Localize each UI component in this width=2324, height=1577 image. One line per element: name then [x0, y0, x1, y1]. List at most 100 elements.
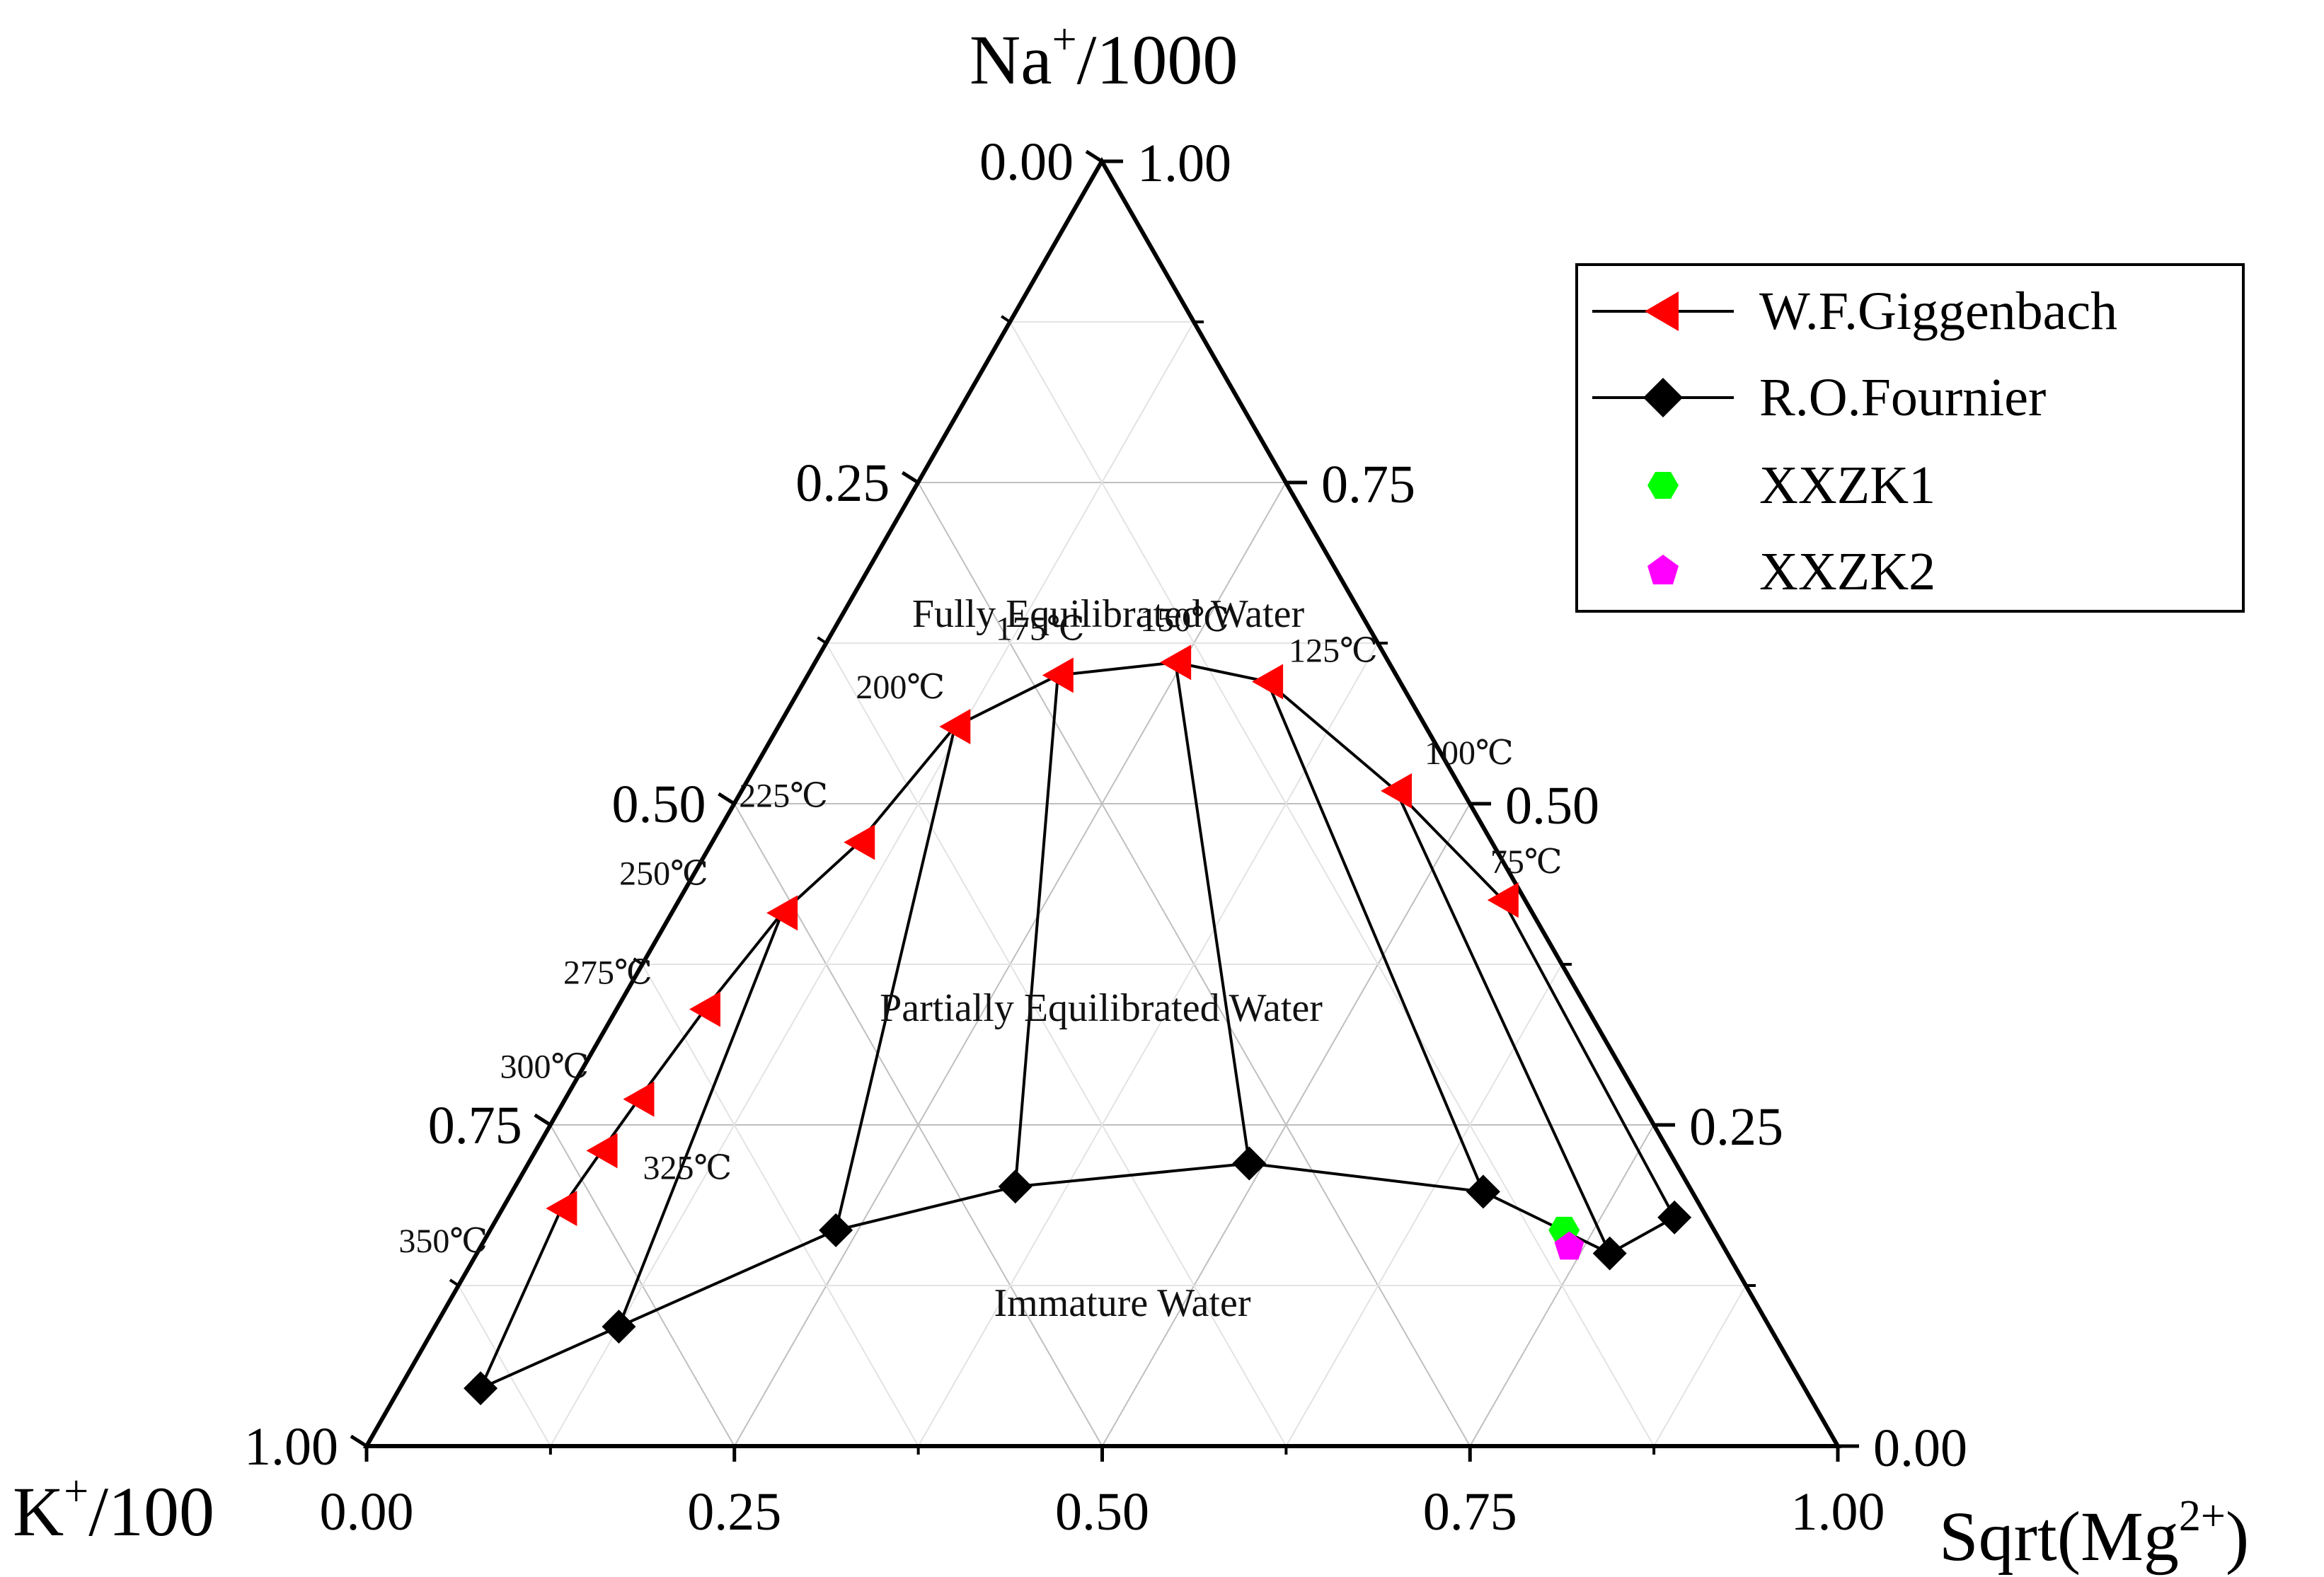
left-tick-4: [350, 1434, 368, 1448]
connector-line-5: [834, 726, 957, 1231]
bottom-tick-label-3: 0.75: [1423, 1482, 1517, 1542]
temp-label-5: 200℃: [856, 669, 945, 706]
giggenbach-marker-7: [766, 895, 798, 931]
bottom-tick-label-0: 0.00: [320, 1482, 414, 1542]
giggenbach-marker-11: [546, 1191, 577, 1227]
connector-line-2: [1266, 681, 1485, 1193]
legend-label-xxzk1: XXZK1: [1759, 456, 1935, 515]
left-tick-label-4: 1.00: [244, 1417, 338, 1477]
bottom-tick-label-4: 1.00: [1791, 1482, 1885, 1542]
connector-line-3: [1174, 662, 1251, 1164]
bottom-tick-label-1: 0.25: [687, 1482, 781, 1542]
region-immature: Immature Water: [994, 1281, 1251, 1325]
minor-grid-k-0: [1009, 321, 1655, 1447]
legend-marker-xxzk2: [1647, 555, 1679, 584]
temp-label-3: 150℃: [1140, 601, 1229, 639]
legend-marker-xxzk1: [1647, 472, 1679, 499]
legend-box: [1575, 263, 2245, 613]
connector-line-6: [617, 912, 783, 1327]
connector-line-1: [1395, 790, 1611, 1254]
right-tick-label-2: 0.50: [1505, 776, 1599, 836]
legend-label-fournier: R.O.Fournier: [1759, 368, 2046, 427]
temp-label-8: 275℃: [563, 954, 652, 992]
fournier-marker-6: [602, 1310, 636, 1344]
temp-label-7: 250℃: [619, 855, 708, 892]
temp-label-9: 300℃: [500, 1049, 589, 1086]
fournier-marker-1: [1592, 1236, 1627, 1271]
fournier-line: [480, 1162, 1676, 1390]
left-tick-label-3: 0.75: [428, 1096, 522, 1155]
minor-grid-mg-1: [917, 642, 1379, 1447]
giggenbach-marker-3: [1160, 645, 1192, 681]
xxzk2-marker: [1554, 1231, 1584, 1260]
minor-grid-k-1: [825, 642, 1287, 1447]
left-minor-tick-1: [633, 957, 643, 966]
giggenbach-marker-1: [1381, 773, 1413, 809]
giggenbach-marker-8: [689, 991, 720, 1027]
left-minor-tick-0: [449, 1278, 459, 1287]
grid-layer: [458, 321, 1747, 1447]
connector-line-4: [1013, 675, 1059, 1187]
left-tick-3: [534, 1113, 552, 1127]
legend-item-giggenbach: W.F.Giggenbach: [1592, 282, 2117, 341]
fournier-marker-3: [1232, 1146, 1267, 1181]
left-axis-title: K+/100: [13, 1467, 214, 1551]
minor-grid-mg-3: [1653, 1285, 1747, 1447]
fournier-marker-4: [998, 1169, 1032, 1204]
minor-grid-mg-2: [1285, 964, 1563, 1447]
giggenbach-marker-5: [939, 709, 971, 745]
tick-layer: 0.000.00 1.000.250.25 0.750.500.50 0.500.75…: [244, 132, 1967, 1542]
left-tick-label-1: 0.25: [795, 454, 890, 513]
connector-layer: [479, 662, 1676, 1390]
left-minor-tick-2: [817, 636, 827, 645]
minor-grid-k-2: [641, 964, 919, 1447]
left-tick-0: [1085, 149, 1103, 163]
giggenbach-marker-4: [1042, 657, 1074, 693]
left-tick-2: [718, 792, 735, 806]
grid-line-mg-1: [1101, 803, 1471, 1447]
temp-label-6: 225℃: [739, 777, 828, 814]
fournier-marker-5: [819, 1213, 853, 1247]
legend-item-fournier: R.O.Fournier: [1592, 368, 2046, 427]
top-axis-title: Na+/1000: [970, 16, 1238, 99]
series-line-layer: [480, 661, 1676, 1390]
right-tick-label-0: 1.00: [1137, 134, 1231, 193]
temp-label-10: 325℃: [643, 1149, 732, 1186]
giggenbach-marker-2: [1252, 664, 1284, 700]
temp-label-4: 175℃: [996, 610, 1085, 647]
left-tick-label-2: 0.50: [612, 775, 706, 834]
region-partially-equilibrated: Partially Equilibrated Water: [880, 986, 1323, 1030]
giggenbach-marker-9: [623, 1081, 655, 1117]
temp-label-1: 100℃: [1425, 734, 1514, 772]
right-tick-label-1: 0.75: [1321, 455, 1415, 514]
right-axis-title: Sqrt(Mg2+): [1939, 1492, 2249, 1576]
left-tick-label-0: 0.00: [979, 132, 1074, 192]
temp-label-2: 125℃: [1289, 632, 1378, 669]
minor-grid-mg-0: [550, 321, 1195, 1447]
minor-grid-k-3: [458, 1285, 551, 1447]
left-tick-1: [901, 470, 919, 485]
legend-label-giggenbach: W.F.Giggenbach: [1759, 282, 2117, 341]
fournier-marker-7: [464, 1371, 498, 1406]
giggenbach-marker-0: [1487, 882, 1519, 918]
legend-marker-fournier: [1643, 378, 1683, 417]
giggenbach-marker-6: [844, 824, 875, 860]
right-tick-label-3: 0.25: [1689, 1097, 1783, 1157]
marker-layer: 75℃ 100℃ 125℃ 150℃ 175℃ 200℃ 225℃ 250℃ 275℃ 300℃ 3…: [398, 601, 1692, 1406]
right-tick-label-4: 0.00: [1873, 1419, 1967, 1478]
temp-label-11: 350℃: [398, 1223, 488, 1260]
fournier-marker-2: [1466, 1174, 1500, 1209]
giggenbach-marker-10: [586, 1133, 618, 1169]
fournier-marker-0: [1657, 1200, 1692, 1235]
legend-item-xxzk2: XXZK2: [1647, 542, 1935, 601]
connector-line-0: [1502, 899, 1676, 1218]
connector-line-7: [479, 1208, 563, 1390]
region-fully-equilibrated: Fully Equilibrated Water: [912, 592, 1305, 636]
legend-marker-giggenbach: [1645, 291, 1679, 331]
legend-item-xxzk1: XXZK1: [1647, 456, 1935, 515]
giggenbach-line: [560, 661, 1505, 1210]
left-minor-tick-3: [1001, 315, 1011, 323]
legend: W.F.Giggenbach R.O.Fournier XXZK1 XXZK2: [1575, 263, 2245, 613]
legend-label-xxzk2: XXZK2: [1759, 542, 1935, 601]
